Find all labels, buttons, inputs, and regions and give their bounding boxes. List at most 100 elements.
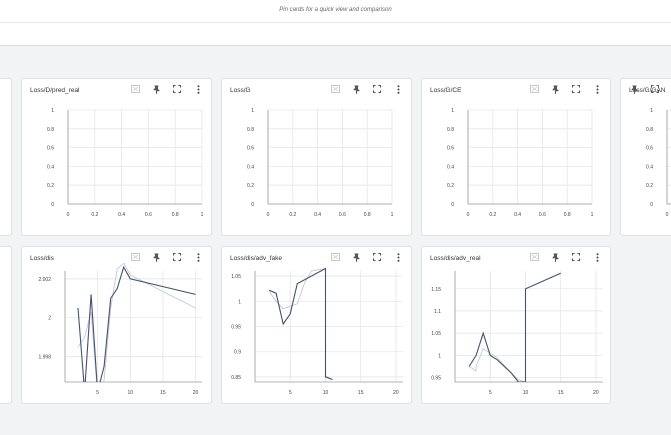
fullscreen-icon[interactable]	[372, 252, 382, 262]
x-tick-label: 0.4	[514, 212, 521, 218]
y-tick-label: 1	[51, 108, 54, 114]
y-tick-label: 0.4	[247, 164, 254, 170]
more-vert-icon[interactable]	[592, 252, 602, 262]
fullscreen-icon[interactable]	[571, 252, 581, 262]
y-tick-label: 1	[451, 108, 454, 114]
y-tick-label: 0.8	[47, 127, 54, 133]
more-vert-icon[interactable]	[193, 84, 203, 94]
y-tick-label: 0.6	[646, 146, 653, 152]
fit-domain-icon[interactable]	[529, 252, 539, 262]
y-tick-label: 0.6	[447, 146, 454, 152]
y-tick-label: 0.8	[447, 127, 454, 133]
line-chart[interactable]: 1 0.8 0.6 0.4 0.2 0 0 0.2 0.4 0.6 0.8 1	[422, 79, 611, 236]
pin-icon[interactable]	[629, 84, 639, 94]
series-line-raw	[468, 272, 561, 382]
line-chart[interactable]: 1 0.8 0.6 0.4 0.2 0 0	[621, 79, 671, 236]
fit-domain-icon[interactable]	[130, 252, 140, 262]
x-tick-label: 20	[393, 390, 399, 396]
card-toolbar	[330, 84, 403, 94]
card-toolbar	[130, 84, 203, 94]
line-chart[interactable]: 1 0.8 0.6 0.4 0.2 0 0 0.2 0.4 0.6 0.8 1	[22, 79, 212, 236]
pinned-cards-hint: Pin cards for a quick view and compariso…	[0, 0, 671, 22]
y-tick-label: 0.2	[247, 183, 254, 189]
x-tick-label: 0	[666, 212, 669, 218]
line-chart[interactable]: 1.15 1.1 1.05 1 0.95 5 10 15 20	[422, 247, 611, 404]
y-tick-label: 0.95	[431, 376, 441, 382]
x-tick-label: 5	[96, 390, 99, 396]
x-tick-label: 0	[267, 212, 270, 218]
y-tick-label: 0.6	[47, 146, 54, 152]
scalar-card-partial	[0, 78, 12, 236]
y-tick-label: 0	[251, 202, 254, 208]
y-tick-label: 0.4	[646, 164, 653, 170]
pin-icon[interactable]	[351, 84, 361, 94]
x-tick-label: 10	[323, 390, 329, 396]
x-tick-label: 5	[289, 390, 292, 396]
x-tick-label: 10	[127, 390, 133, 396]
y-tick-label: 0.8	[247, 127, 254, 133]
card-toolbar	[621, 84, 671, 94]
fit-domain-icon[interactable]	[330, 84, 340, 94]
more-vert-icon[interactable]	[393, 84, 403, 94]
y-tick-label: 1	[238, 299, 241, 305]
scalar-card: Loss/G/GAN 1 0.8 0.6 0.4 0.2 0 0	[620, 78, 671, 236]
scalar-card: Loss/G/CE 1 0.8 0.6 0.4 0.2 0 0 0.2 0.4 0.6 0.8 1	[421, 78, 611, 236]
series-line-smoothed	[468, 272, 561, 382]
x-tick-label: 0.8	[564, 212, 571, 218]
series-line-smoothed	[77, 265, 196, 382]
line-chart[interactable]: 1.05 1 0.95 0.9 0.85 5 10 15 20	[222, 247, 412, 404]
y-tick-label: 0.2	[447, 183, 454, 189]
more-vert-icon[interactable]	[592, 84, 602, 94]
pin-icon[interactable]	[550, 84, 560, 94]
card-toolbar	[130, 252, 203, 262]
pin-icon[interactable]	[151, 84, 161, 94]
fit-domain-icon[interactable]	[330, 252, 340, 262]
y-tick-label: 0.9	[234, 350, 241, 356]
x-tick-label: 0	[467, 212, 470, 218]
x-tick-label: 1	[201, 212, 204, 218]
x-tick-label: 15	[358, 390, 364, 396]
series-line-raw	[77, 263, 196, 382]
series-line-raw	[268, 267, 333, 380]
y-tick-label: 1.15	[431, 287, 441, 293]
fit-domain-icon[interactable]	[130, 84, 140, 94]
y-tick-label: 0.8	[646, 127, 653, 133]
line-chart[interactable]: 2.002 2 1.998 5 10 15 20	[22, 247, 212, 404]
more-vert-icon[interactable]	[193, 252, 203, 262]
card-title: Loss/G/CE	[430, 87, 462, 94]
y-tick-label: 1.05	[431, 331, 441, 337]
pin-icon[interactable]	[351, 252, 361, 262]
card-title: Loss/G/GAN	[629, 87, 666, 94]
more-vert-icon[interactable]	[393, 252, 403, 262]
card-title: Loss/D/pred_real	[30, 87, 80, 94]
y-tick-label: 1	[438, 353, 441, 359]
fullscreen-icon[interactable]	[172, 84, 182, 94]
card-title: Loss/dis	[30, 255, 54, 262]
x-tick-label: 0.8	[172, 212, 179, 218]
x-tick-label: 0.4	[118, 212, 125, 218]
fullscreen-icon[interactable]	[571, 84, 581, 94]
fullscreen-icon[interactable]	[650, 84, 660, 94]
card-toolbar	[529, 252, 602, 262]
line-chart[interactable]: 1 0.8 0.6 0.4 0.2 0 0 0.2 0.4 0.6 0.8 1	[222, 79, 412, 236]
scalar-card: Loss/dis 2.002 2 1.998 5 10 15 20	[21, 246, 212, 404]
x-tick-label: 15	[558, 390, 564, 396]
y-tick-label: 0	[650, 202, 653, 208]
card-toolbar	[330, 252, 403, 262]
y-tick-label: 0.4	[447, 164, 454, 170]
fullscreen-icon[interactable]	[172, 252, 182, 262]
pinned-cards-area	[0, 22, 671, 46]
x-tick-label: 0.2	[289, 212, 296, 218]
x-tick-label: 0.6	[539, 212, 546, 218]
card-title: Loss/G	[230, 87, 251, 94]
pin-icon[interactable]	[550, 252, 560, 262]
fit-domain-icon[interactable]	[529, 84, 539, 94]
x-tick-label: 15	[160, 390, 166, 396]
card-toolbar	[529, 84, 602, 94]
pin-icon[interactable]	[151, 252, 161, 262]
fullscreen-icon[interactable]	[372, 84, 382, 94]
y-tick-label: 0.2	[646, 183, 653, 189]
x-tick-label: 1	[591, 212, 594, 218]
x-tick-label: 20	[593, 390, 599, 396]
x-tick-label: 0.6	[145, 212, 152, 218]
